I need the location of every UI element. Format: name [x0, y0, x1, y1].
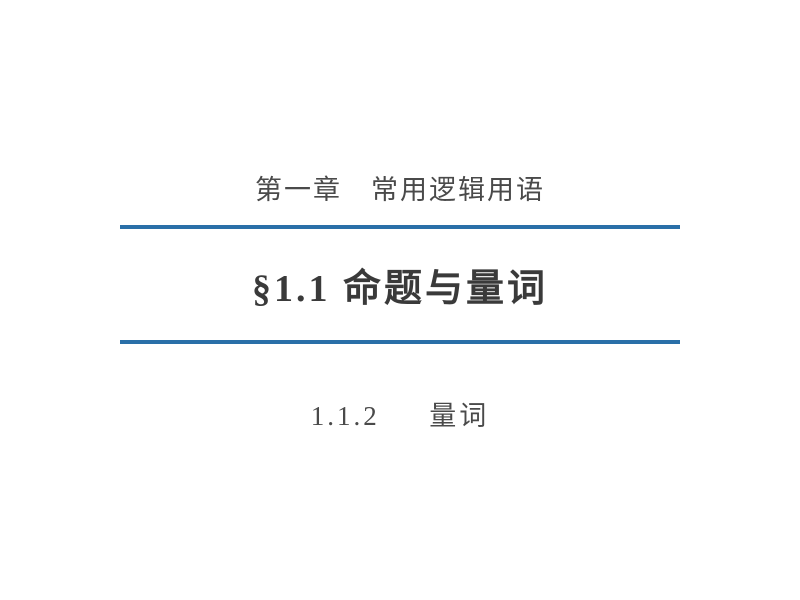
subsection-title-text: 量词	[429, 401, 489, 431]
subsection-number: 1.1.2	[311, 401, 380, 431]
section-symbol: §1.1	[252, 268, 331, 310]
title-slide-container: 第一章 常用逻辑用语 §1.1 命题与量词 1.1.2 量词	[0, 168, 800, 433]
section-title-text: 命题与量词	[343, 268, 548, 310]
divider-bottom	[120, 340, 680, 344]
subsection-title: 1.1.2 量词	[311, 394, 490, 433]
section-title: §1.1 命题与量词	[252, 257, 548, 312]
subsection-spacer	[390, 401, 420, 431]
chapter-title: 第一章 常用逻辑用语	[255, 168, 545, 207]
divider-top	[120, 225, 680, 229]
